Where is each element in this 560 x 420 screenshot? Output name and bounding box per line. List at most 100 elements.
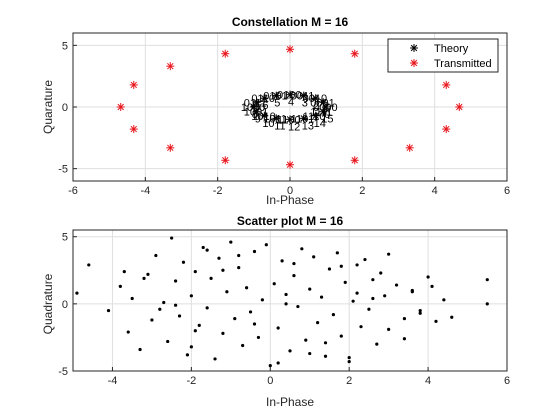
scatter-point (434, 319, 438, 323)
scatter-point (142, 276, 146, 280)
point-label: 3 (302, 98, 308, 110)
scatter-point (241, 343, 245, 348)
scatter-point (375, 342, 379, 346)
scatter-point (221, 331, 225, 335)
scatter-point (205, 306, 209, 310)
scatter-point (410, 288, 414, 293)
point-theory (260, 94, 269, 103)
point-theory (252, 98, 261, 107)
scatter-point (193, 270, 197, 274)
scatter-point (323, 341, 328, 345)
scatter-point (264, 243, 268, 247)
point-theory (311, 111, 320, 120)
point-transmitted (286, 45, 294, 54)
point-theory (299, 91, 308, 100)
scatter-point (205, 248, 209, 252)
point-transmitted (166, 143, 175, 152)
scatter-point (154, 253, 158, 258)
scatter-point (418, 311, 422, 315)
scatter-point (272, 282, 276, 286)
point-label: 10 (262, 118, 274, 130)
scatter-point (308, 351, 312, 356)
legend-asterisk-theory (410, 44, 418, 52)
scatter-point (256, 335, 261, 340)
point-theory (286, 115, 294, 124)
point-transmitted (350, 156, 359, 165)
y-tick-label: 5 (62, 40, 68, 52)
x-tick-label: -6 (68, 185, 78, 197)
scatter-point (351, 299, 355, 303)
scatter-point (213, 357, 217, 361)
scatter-point (379, 271, 383, 275)
point-label: 8 (252, 109, 258, 121)
scatter-point (292, 274, 296, 278)
scatter-point (426, 275, 430, 279)
scatter-point (280, 259, 284, 263)
point-label: 11 (274, 120, 285, 132)
scatter-point (284, 302, 288, 306)
scatter-ticks: -4 -2 0 2 4 6 -5 0 5 (58, 232, 510, 387)
scatter-point (304, 338, 308, 342)
x-tick-label: -4 (108, 375, 118, 387)
scatter-point (158, 307, 162, 311)
x-tick-label: 6 (504, 185, 510, 197)
point-theory (260, 111, 269, 120)
point-transmitted (405, 143, 414, 152)
x-tick-label: -2 (186, 375, 196, 387)
legend-asterisk-transmitted (410, 59, 418, 67)
point-transmitted (116, 103, 125, 111)
point-label: 4 (288, 97, 294, 109)
scatter-point (296, 304, 300, 309)
scatter-point (347, 355, 351, 360)
scatter-point (75, 291, 79, 295)
scatter-point (347, 360, 351, 364)
scatter-point (383, 294, 387, 298)
constellation-legend: Theory Transmitted (387, 38, 499, 73)
scatter-point (339, 334, 343, 338)
scatter-point (343, 280, 347, 284)
scatter-point (402, 337, 407, 341)
scatter-point (209, 276, 213, 280)
scatter-point (300, 247, 304, 251)
point-label: 5 (274, 98, 280, 110)
scatter-point (268, 364, 272, 368)
point-transmitted (166, 62, 175, 71)
scatter-point (245, 286, 249, 290)
scatter-point (335, 251, 339, 255)
scatter-point (189, 345, 193, 349)
scatter-point (233, 317, 237, 321)
point-label: 2 (314, 100, 320, 112)
scatter-point (371, 278, 375, 282)
scatter-point (122, 270, 126, 274)
scatter-point (201, 245, 205, 250)
scatter-point (371, 296, 375, 301)
scatter-point (118, 284, 122, 288)
y-tick-label: 0 (62, 102, 68, 114)
scatter-point (162, 300, 166, 305)
scatter-point (276, 326, 280, 330)
legend-marker-theory (410, 44, 418, 52)
scatter-chart: -4 -2 0 2 4 6 -5 0 5 Scatter plot M = 16 In-Phas… (41, 214, 510, 409)
scatter-point (197, 323, 201, 327)
point-theory (272, 114, 281, 123)
point-theory (249, 103, 258, 111)
scatter-point (331, 313, 335, 317)
x-tick-label: 4 (425, 375, 431, 387)
y-tick-label: -5 (58, 164, 68, 176)
scatter-point (327, 267, 332, 271)
legend-label-transmitted: Transmitted (434, 58, 492, 70)
scatter-point (237, 253, 241, 258)
point-label: 12 (288, 121, 300, 133)
x-tick-label: 0 (267, 375, 273, 387)
scatter-point (225, 290, 229, 294)
scatter-point (363, 257, 367, 262)
point-transmitted (442, 125, 451, 134)
scatter-point (138, 347, 142, 352)
scatter-xlabel: In-Phase (266, 395, 314, 409)
scatter-point (308, 287, 312, 291)
scatter-point (229, 240, 233, 244)
point-transmitted (442, 80, 451, 89)
scatter-point (418, 308, 422, 313)
point-transmitted (455, 103, 464, 111)
